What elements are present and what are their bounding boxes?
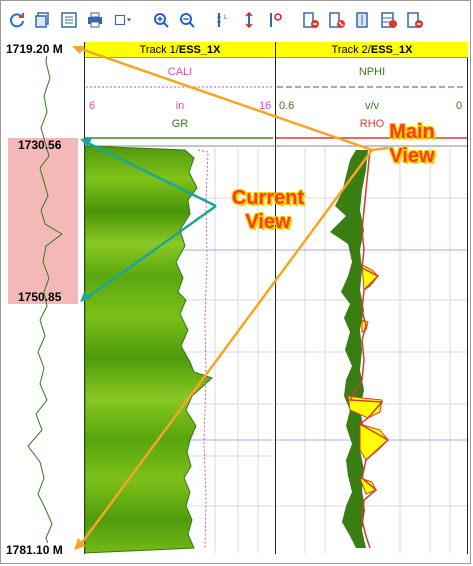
- track1-curve-gr[interactable]: GR: [171, 118, 189, 130]
- zoom-in-icon[interactable]: [150, 9, 172, 31]
- toolbar: L: [6, 6, 430, 34]
- zoom-out-icon[interactable]: [176, 9, 198, 31]
- main-view-annotation: Main View: [389, 121, 435, 167]
- current-view-annotation: Current View: [231, 187, 305, 233]
- scale-icon[interactable]: L: [212, 9, 234, 31]
- scale-up-down-icon[interactable]: [238, 9, 260, 31]
- track2-curve-nphi[interactable]: NPHI: [358, 66, 386, 78]
- grid-icon[interactable]: [378, 9, 400, 31]
- track1-scale-max: 16: [259, 100, 272, 112]
- current-view-bottom-depth: 1750.85: [18, 290, 62, 304]
- track2-scale-unit: v/v: [364, 100, 380, 112]
- remove-track-icon[interactable]: [326, 9, 348, 31]
- print-icon[interactable]: [84, 9, 106, 31]
- track1-header[interactable]: Track 1/ESS_1X: [85, 42, 275, 58]
- add-track-icon[interactable]: [300, 9, 322, 31]
- overview-bottom-depth: 1781.10 M: [6, 543, 63, 557]
- layers-icon[interactable]: [352, 9, 374, 31]
- current-view-range[interactable]: [8, 138, 78, 304]
- overview-top-depth: 1719.20 M: [6, 42, 63, 56]
- track-area: Track 1/ESS_1X CALI 6 in 16 GR Track 2/E…: [84, 42, 468, 554]
- delete-track-icon[interactable]: [404, 9, 426, 31]
- dropdown-icon[interactable]: [110, 9, 136, 31]
- svg-text:L: L: [224, 15, 228, 21]
- copy-icon[interactable]: [32, 9, 54, 31]
- list-icon[interactable]: [58, 9, 80, 31]
- track1-scale-unit: in: [175, 100, 185, 112]
- current-view-top-depth: 1730.56: [18, 138, 62, 152]
- track1-curve-cali[interactable]: CALI: [167, 66, 193, 78]
- track2-header[interactable]: Track 2/ESS_1X: [276, 42, 468, 58]
- scale-flip-icon[interactable]: [264, 9, 286, 31]
- refresh-icon[interactable]: [6, 9, 28, 31]
- track2-scale-max: 0: [456, 100, 463, 112]
